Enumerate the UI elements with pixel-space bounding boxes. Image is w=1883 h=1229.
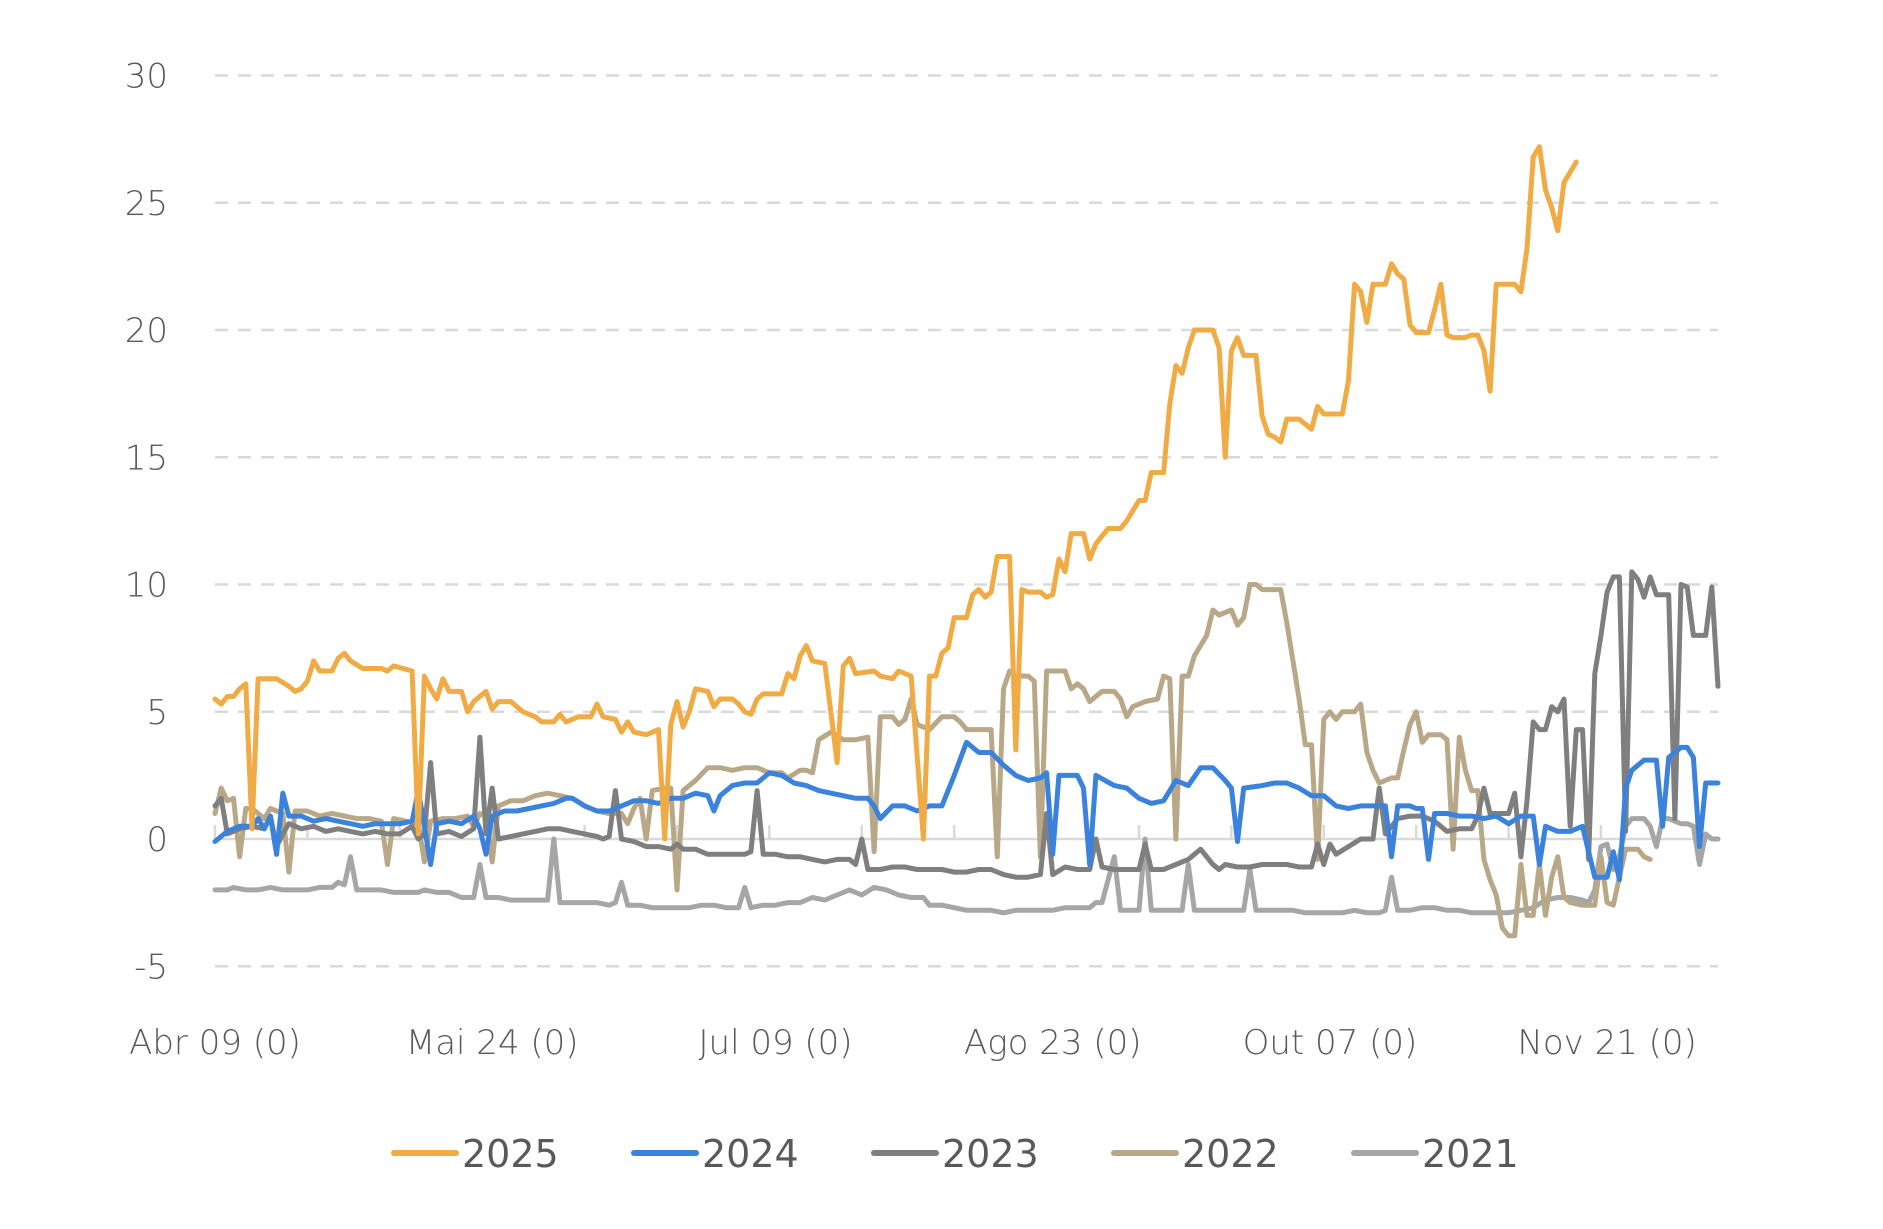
y-tick-label: 5 xyxy=(146,693,168,733)
legend-item-2025: 2025 xyxy=(391,1132,559,1176)
y-tick-label: 20 xyxy=(125,311,168,351)
y-tick-label: -5 xyxy=(134,947,168,987)
y-tick-label: 15 xyxy=(125,438,168,478)
legend-label: 2023 xyxy=(942,1132,1039,1176)
legend-label: 2025 xyxy=(462,1132,559,1176)
series-line-2023 xyxy=(212,569,1721,880)
x-tick-label: Jul 09 (0) xyxy=(699,1023,853,1063)
legend-item-2022: 2022 xyxy=(1111,1132,1279,1176)
x-tick-label: Nov 21 (0) xyxy=(1517,1023,1696,1063)
series-line-2025 xyxy=(212,144,1579,842)
legend-label: 2021 xyxy=(1422,1132,1519,1176)
series-line-2022 xyxy=(212,582,1653,939)
legend-item-2021: 2021 xyxy=(1351,1132,1519,1176)
series-lines xyxy=(212,144,1721,939)
series-line-2024 xyxy=(212,739,1721,883)
y-tick-label: 30 xyxy=(125,57,168,97)
x-tick-label: Abr 09 (0) xyxy=(129,1023,301,1063)
y-tick-label: 10 xyxy=(125,566,168,606)
y-tick-label: 0 xyxy=(146,820,168,860)
legend-item-2024: 2024 xyxy=(631,1132,799,1176)
y-tick-label: 25 xyxy=(125,184,168,224)
x-axis: Abr 09 (0) Mai 24 (0) Jul 09 (0) Ago 23 (0)… xyxy=(129,825,1718,1063)
legend-label: 2024 xyxy=(702,1132,799,1176)
legend-label: 2022 xyxy=(1182,1132,1279,1176)
legend: 2025 2024 2023 2022 2021 xyxy=(391,1132,1519,1176)
gridlines xyxy=(215,74,1718,968)
x-tick-label: Out 07 (0) xyxy=(1243,1023,1418,1063)
x-tick-label: Mai 24 (0) xyxy=(406,1023,579,1063)
y-axis-tick-labels: 30 25 20 15 10 5 0 -5 xyxy=(125,57,168,988)
x-tick-label: Ago 23 (0) xyxy=(964,1023,1142,1063)
legend-item-2023: 2023 xyxy=(871,1132,1039,1176)
